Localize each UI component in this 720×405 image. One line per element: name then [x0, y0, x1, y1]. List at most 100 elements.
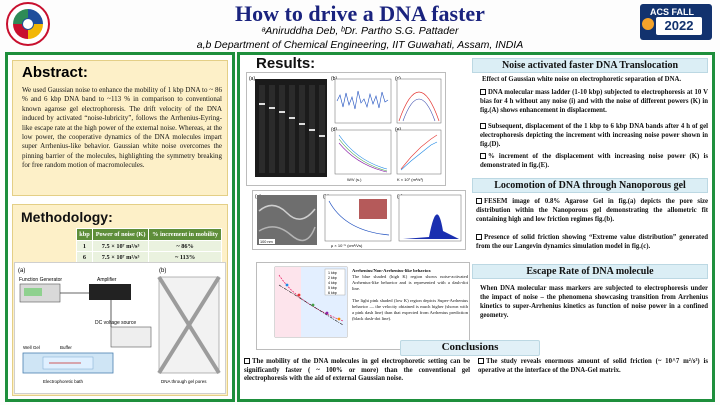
results-figure-1-svg: (a) (b) (c) (d) [249, 76, 442, 182]
series-line [338, 142, 388, 173]
checkbox-bullet-icon [476, 234, 482, 240]
badge-label: ACS FALL [650, 7, 694, 17]
noise-section-lead: Effect of Gaussian white noise on electr… [482, 76, 682, 83]
scale-bar-label: 100 nm [260, 240, 273, 244]
function-generator-label: Function Generator [19, 277, 62, 283]
noise-bullet-text: DNA molecular mass ladder (1-10 kbp) sub… [480, 89, 708, 114]
acs-orb-icon [642, 18, 654, 30]
table-row: 1 7.5 × 10⁷ m²/s³ ~ 86% [76, 240, 222, 252]
gel-band [299, 123, 305, 125]
legend-entry: 5 kbp [328, 286, 337, 290]
table-header-cell: kbp [76, 228, 93, 241]
gel-fiber [258, 204, 316, 220]
conclusion-right-text: The study reveals enormous amount of sol… [478, 358, 708, 374]
setup-diagram: (a) (b) Function Generator Amplifier DC … [18, 268, 221, 384]
bath-label: Electrophoretic bath [43, 379, 84, 384]
gel-fiber [157, 275, 221, 375]
table-header-row: kbp Power of noise (K) % increment in mo… [76, 228, 222, 241]
gaussian-curve [398, 91, 440, 122]
legend-entry: 1 kbp [328, 271, 337, 275]
arrhenius-note-2: The light pink shaded (low K) region dep… [352, 298, 468, 321]
checkbox-bullet-icon [480, 153, 486, 159]
noise-bullet-text: % increment of the displacement with inc… [480, 153, 708, 169]
gel-lane [269, 85, 275, 173]
noise-bullet-2: Subsequent, displacement of the 1 kbp to… [480, 122, 708, 149]
setup-panel-a-label: (a) [18, 268, 25, 274]
conclusion-left-text: The mobility of the DNA molecules in gel… [244, 358, 470, 383]
scale-bar-bg [259, 239, 275, 244]
allometric-fit [328, 200, 390, 236]
table-cell: 7.5 × 10⁷ m²/s³ [91, 240, 150, 252]
fig-label: (d) [331, 127, 337, 133]
gel-lane [279, 85, 285, 173]
fig-label: (b) [331, 76, 337, 82]
axis-label: W/V (s.) [347, 177, 362, 182]
gel-pores-label: DNA through gel pores [161, 379, 207, 384]
logo-hub-icon [22, 18, 34, 30]
setup-panel-b-label: (b) [159, 268, 166, 274]
arrhenius-note-1: The blue shaded (high K) region shows no… [352, 274, 468, 291]
super-arrhenius-line [278, 274, 344, 322]
acs-fall-badge: ACS FALL 2022 [640, 4, 712, 40]
inset-image [359, 199, 387, 219]
noise-bullet-text: Subsequent, displacement of the 1 kbp to… [480, 123, 708, 148]
checkbox-bullet-icon [244, 358, 250, 364]
abstract-panel: Abstract: We used Gaussian noise to enha… [12, 60, 228, 196]
gel-lane [259, 85, 265, 173]
results-figure-2-svg: (a) 100 nm (b) μ × 10⁻⁵ (cm²/Vs) (c) [255, 194, 462, 248]
checkbox-bullet-icon [476, 198, 482, 204]
table-row: 6 7.5 × 10⁷ m²/s³ ~ 113% [76, 251, 222, 263]
abstract-body: We used Gaussian noise to enhance the mo… [22, 86, 222, 170]
noise-trace-plot [334, 78, 392, 124]
results-figure-1: (a) (b) (c) (d) [246, 72, 446, 186]
table-cell: ~ 86% [148, 240, 222, 252]
checkbox-bullet-icon [480, 89, 486, 95]
locomotion-section-heading: Locomotion of DNA through Nanoporous gel [494, 180, 686, 191]
escape-section-heading: Escape Rate of DNA molecule [526, 266, 654, 277]
well-gel-label: Well Gel [23, 345, 40, 350]
table-cell: 7.5 × 10⁷ m²/s³ [91, 251, 150, 263]
axis-label: K × 10⁷ (m²/s³) [397, 177, 424, 182]
escape-section-body: When DNA molecular mass markers are subj… [480, 285, 708, 319]
fesem-image [257, 195, 317, 245]
gel-lane [289, 85, 295, 173]
arrhenius-line [278, 284, 344, 326]
checkbox-bullet-icon [478, 358, 484, 364]
table-cell: 1 [76, 240, 93, 252]
extreme-value-distribution [403, 214, 459, 239]
escape-section-bar [472, 264, 708, 279]
conclusions-heading: Conclusions [441, 341, 499, 353]
table-cell: 6 [76, 251, 93, 263]
buffer-label: Buffer [60, 345, 72, 350]
authors: ᵃAniruddha Deb, ᵇDr. Partho S.G. Pattade… [261, 25, 459, 37]
data-point [285, 283, 289, 287]
checkbox-bullet-icon [480, 123, 486, 129]
gel-lane [299, 85, 305, 173]
methodology-heading: Methodology: [21, 209, 113, 225]
poster-title: How to drive a DNA faster [235, 1, 485, 26]
gel-band [309, 129, 315, 131]
noise-section-bar [472, 58, 708, 73]
data-point [297, 293, 301, 297]
gel-band [289, 117, 295, 119]
gel-band [279, 111, 285, 113]
dc-source-box [110, 326, 152, 348]
displacement-plot [334, 129, 392, 175]
gaussian-curve [402, 98, 436, 122]
locomotion-bullet-1: FESEM image of 0.8% Agarose Gel in fig.(… [476, 197, 708, 224]
gel-lane [319, 85, 325, 173]
series-line [338, 138, 388, 172]
conclusion-right: The study reveals enormous amount of sol… [478, 358, 708, 375]
locomotion-bullet-text: FESEM image of 0.8% Agarose Gel in fig.(… [476, 198, 708, 223]
conclusions-bar [400, 340, 540, 356]
data-point [311, 303, 315, 307]
noise-bullet-3: % increment of the displacement with inc… [480, 152, 708, 170]
table-header-cell: Power of noise (K) [91, 228, 150, 241]
setup-schematic: (a) (b) Function Generator Amplifier DC … [14, 262, 226, 394]
locomotion-bullet-text: Presence of solid friction showing “Extr… [476, 234, 708, 250]
gel-band [269, 107, 275, 109]
noise-trace [336, 90, 389, 110]
low-k-region [275, 267, 301, 337]
series-line [400, 134, 438, 170]
